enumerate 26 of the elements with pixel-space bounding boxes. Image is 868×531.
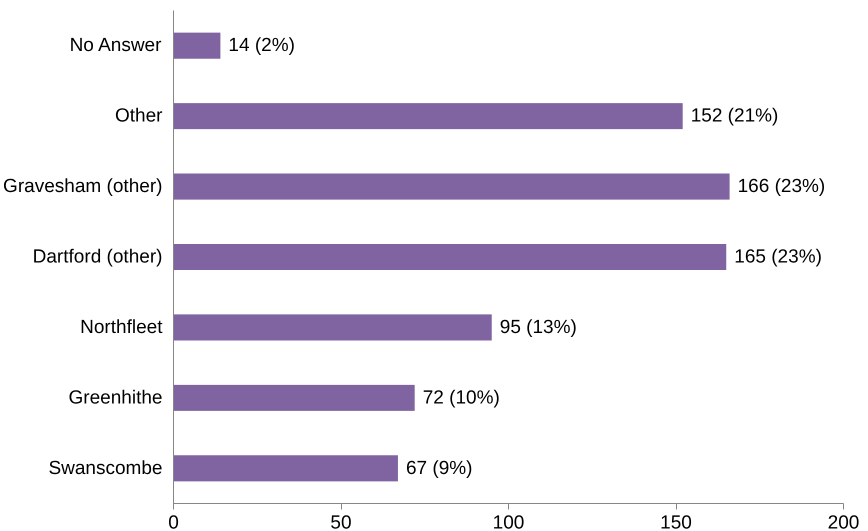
y-tick-label: Dartford (other) <box>32 246 162 268</box>
data-label: 72 (10%) <box>422 387 500 408</box>
bar <box>174 103 683 130</box>
bar <box>174 32 220 59</box>
y-tick-label: No Answer <box>70 35 162 56</box>
x-tick-label: 50 <box>330 512 352 531</box>
bar <box>174 314 492 340</box>
data-label: 95 (13%) <box>500 316 577 338</box>
bar <box>174 455 398 482</box>
y-tick-label: Greenhithe <box>68 387 163 408</box>
data-label: 67 (9%) <box>406 458 472 479</box>
data-label: 152 (21%) <box>690 106 778 127</box>
bar <box>174 174 730 200</box>
data-label: 14 (2%) <box>228 35 295 56</box>
data-label: 166 (23%) <box>738 176 826 198</box>
y-tick-label: Northfleet <box>80 316 164 338</box>
x-tick-label: 150 <box>660 512 692 531</box>
bar <box>174 384 415 411</box>
data-label: 165 (23%) <box>734 246 822 268</box>
x-tick-label: 100 <box>492 512 524 531</box>
bar <box>174 244 726 270</box>
y-tick-label: Other <box>114 106 164 127</box>
x-tick-label: 0 <box>168 512 179 531</box>
y-tick-label: Swanscombe <box>48 458 163 479</box>
y-tick-label: Gravesham (other) <box>3 176 163 198</box>
x-tick-label: 200 <box>828 512 860 531</box>
